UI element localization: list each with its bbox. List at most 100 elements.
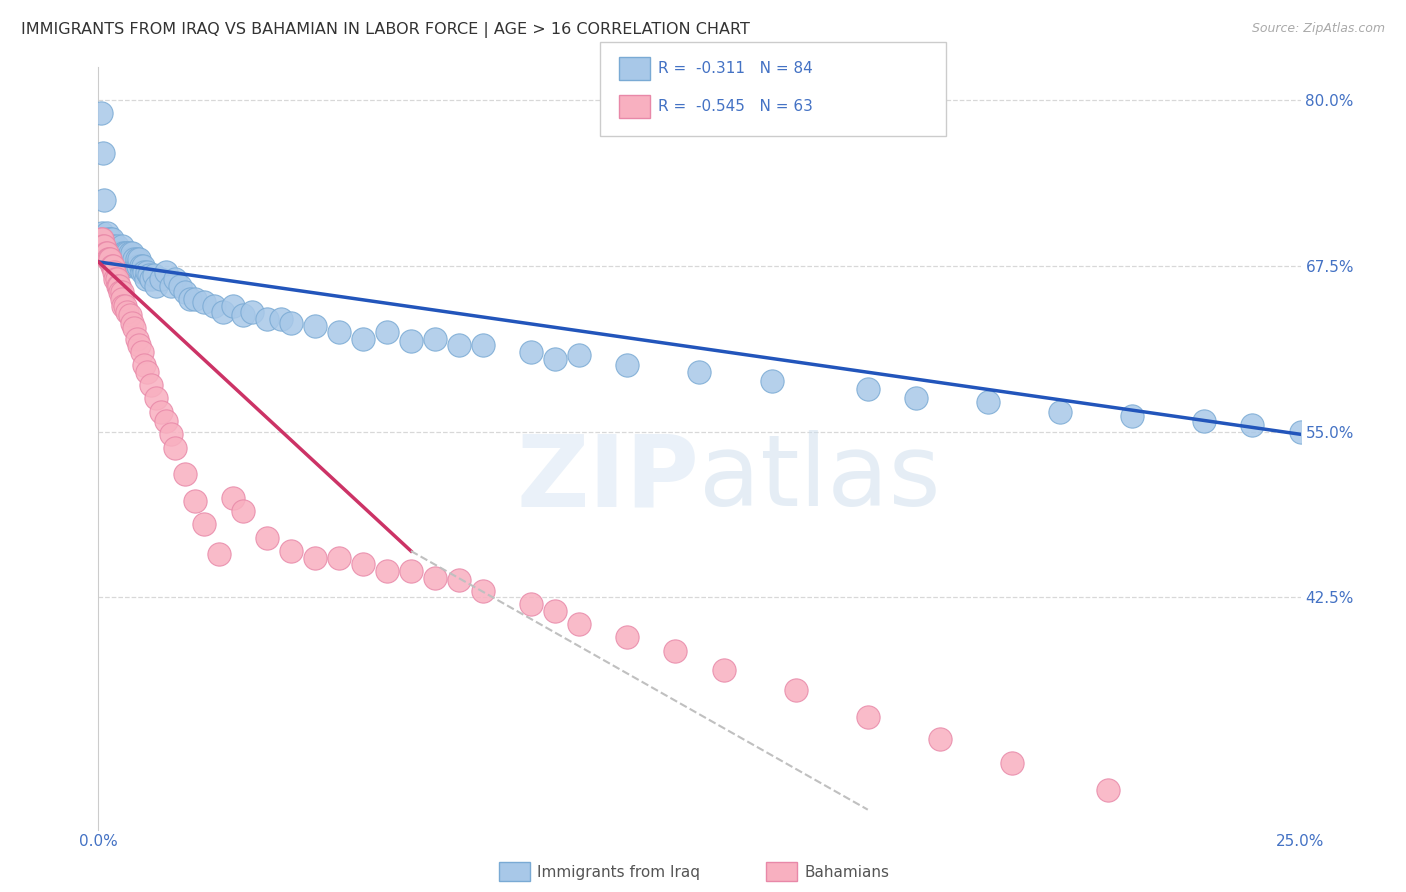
Point xyxy=(375,564,398,578)
Text: R =  -0.311   N = 84: R = -0.311 N = 84 xyxy=(658,62,813,76)
Point xyxy=(93,193,115,207)
Point xyxy=(114,245,136,260)
Point xyxy=(222,299,245,313)
Point xyxy=(101,232,124,246)
Point xyxy=(118,308,141,322)
Point xyxy=(977,395,1000,409)
Point xyxy=(352,332,374,346)
Text: Source: ZipAtlas.com: Source: ZipAtlas.com xyxy=(1251,22,1385,36)
Point xyxy=(280,316,302,330)
Point xyxy=(117,305,139,319)
Point xyxy=(127,259,149,273)
Point xyxy=(90,106,112,120)
Point xyxy=(149,405,172,419)
Point xyxy=(97,252,120,267)
Point xyxy=(232,504,254,518)
Point xyxy=(91,226,114,240)
Point xyxy=(447,573,470,587)
Point xyxy=(304,318,326,333)
Point xyxy=(125,259,148,273)
Point xyxy=(91,239,114,253)
Point xyxy=(100,232,122,246)
Point xyxy=(183,292,205,306)
Point xyxy=(124,321,146,335)
Point xyxy=(135,365,157,379)
Point xyxy=(121,245,143,260)
Point xyxy=(108,285,131,300)
Point xyxy=(132,359,155,373)
Point xyxy=(131,259,153,273)
Point xyxy=(101,259,124,273)
Point xyxy=(856,710,879,724)
Point xyxy=(122,259,145,273)
Point xyxy=(688,365,710,379)
Point xyxy=(713,664,735,678)
Point xyxy=(159,278,181,293)
Point xyxy=(93,239,115,253)
Point xyxy=(568,348,591,362)
Point xyxy=(104,252,127,267)
Point xyxy=(232,308,254,322)
Point xyxy=(1194,414,1216,428)
Point xyxy=(105,272,128,286)
Point xyxy=(145,392,167,406)
Point xyxy=(128,338,150,352)
Point xyxy=(121,316,143,330)
Point xyxy=(98,252,121,267)
Point xyxy=(141,378,163,392)
Point xyxy=(112,245,135,260)
Point xyxy=(107,245,129,260)
Point xyxy=(212,305,235,319)
Point xyxy=(124,252,146,267)
Point xyxy=(91,232,114,246)
Point xyxy=(110,285,132,300)
Point xyxy=(105,239,128,253)
Point xyxy=(149,272,172,286)
Point xyxy=(117,252,139,267)
Point xyxy=(785,683,807,698)
Text: ZIP: ZIP xyxy=(516,430,699,527)
Point xyxy=(240,305,263,319)
Point xyxy=(145,278,167,293)
Point xyxy=(141,272,163,286)
Point xyxy=(208,547,231,561)
Point xyxy=(120,252,142,267)
Point xyxy=(472,583,495,598)
Point xyxy=(928,732,950,747)
Point xyxy=(169,278,191,293)
Point xyxy=(1097,782,1119,797)
Point xyxy=(423,570,446,584)
Point xyxy=(107,252,129,267)
Point xyxy=(129,259,152,273)
Point xyxy=(125,332,148,346)
Point xyxy=(1049,405,1071,419)
Point xyxy=(155,414,177,428)
Point xyxy=(423,332,446,346)
Point xyxy=(93,239,115,253)
Point xyxy=(520,597,543,611)
Text: Bahamians: Bahamians xyxy=(804,865,889,880)
Point xyxy=(115,252,138,267)
Point xyxy=(135,265,157,279)
Point xyxy=(131,265,153,279)
Point xyxy=(90,232,112,246)
Point xyxy=(94,232,117,246)
Text: IMMIGRANTS FROM IRAQ VS BAHAMIAN IN LABOR FORCE | AGE > 16 CORRELATION CHART: IMMIGRANTS FROM IRAQ VS BAHAMIAN IN LABO… xyxy=(21,22,749,38)
Point xyxy=(104,272,127,286)
Point xyxy=(202,299,225,313)
Point xyxy=(142,268,165,282)
Point xyxy=(1241,417,1264,432)
Point xyxy=(103,245,125,260)
Point xyxy=(112,299,135,313)
Point xyxy=(110,252,132,267)
Point xyxy=(904,392,927,406)
Point xyxy=(174,467,197,481)
Point xyxy=(256,531,278,545)
Point xyxy=(128,252,150,267)
Point xyxy=(761,374,783,388)
Point xyxy=(165,441,187,455)
Point xyxy=(96,245,118,260)
Point xyxy=(96,226,118,240)
Point xyxy=(544,604,567,618)
Point xyxy=(664,643,686,657)
